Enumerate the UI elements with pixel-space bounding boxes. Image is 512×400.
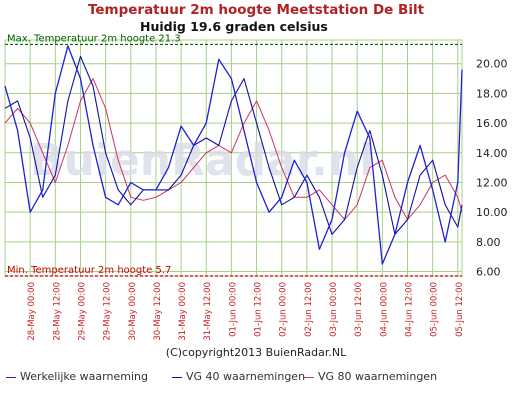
y-tick-label: 10.00 <box>476 206 508 219</box>
x-tick-label: 05-Jun 00:00 <box>430 282 440 337</box>
current-temperature: Huidig 19.6 graden celsius <box>140 19 328 34</box>
copyright-text: (C)copyright2013 BuienRadar.NL <box>165 346 347 359</box>
legend-item-actual: Werkelijke waarneming <box>6 370 148 383</box>
y-tick-label: 14.00 <box>476 147 508 160</box>
x-tick-label: 31-May 12:00 <box>203 282 213 341</box>
y-tick-label: 18.00 <box>476 87 508 100</box>
y-tick-label: 8.00 <box>476 236 501 249</box>
watermark-text: BuienRadar.nl <box>30 135 374 186</box>
x-tick-label: 31-May 00:00 <box>178 282 188 341</box>
y-tick-label: 16.00 <box>476 117 508 130</box>
series-vg40-line <box>4 55 463 235</box>
series-vg80-line <box>4 78 463 221</box>
x-tick-label: 05-Jun 12:00 <box>455 282 465 337</box>
legend-label-actual: Werkelijke waarneming <box>20 370 148 383</box>
x-tick-label: 28-May 12:00 <box>52 282 62 341</box>
legend-item-vg40: VG 40 waarnemingen <box>172 370 305 383</box>
x-tick-label: 28-May 00:00 <box>27 282 37 341</box>
legend-swatch-vg80 <box>304 376 314 378</box>
min-label: Min. Temperatuur 2m hoogte 5.7 <box>7 265 171 276</box>
x-tick-label: 03-Jun 00:00 <box>329 282 339 337</box>
legend-label-vg40: VG 40 waarnemingen <box>186 370 306 383</box>
x-tick-label: 30-May 12:00 <box>153 282 163 341</box>
y-tick-label: 6.00 <box>476 266 501 279</box>
series-actual-line <box>4 45 463 265</box>
legend-item-vg80: VG 80 waarnemingen <box>304 370 437 383</box>
x-tick-label: 30-May 00:00 <box>128 282 138 341</box>
legend: Werkelijke waarneming VG 40 waarnemingen… <box>0 370 512 386</box>
x-tick-label: 04-Jun 00:00 <box>379 282 389 337</box>
legend-label-vg80: VG 80 waarnemingen <box>318 370 438 383</box>
chart-title: Temperatuur 2m hoogte Meetstation De Bil… <box>87 2 425 18</box>
legend-swatch-actual <box>6 376 16 378</box>
x-tick-label: 04-Jun 12:00 <box>404 282 414 337</box>
legend-swatch-vg40 <box>172 376 182 378</box>
max-label: Max. Temperatuur 2m hoogte 21.3 <box>7 33 181 44</box>
y-tick-label: 20.00 <box>476 58 508 71</box>
x-tick-label: 03-Jun 12:00 <box>354 282 364 337</box>
x-tick-label: 29-May 00:00 <box>77 282 87 341</box>
y-tick-label: 12.00 <box>476 176 508 189</box>
x-tick-label: 02-Jun 12:00 <box>304 282 314 337</box>
x-tick-label: 01-Jun 00:00 <box>228 282 238 337</box>
x-tick-label: 02-Jun 00:00 <box>279 282 289 337</box>
x-tick-label: 01-Jun 12:00 <box>254 282 264 337</box>
x-tick-label: 29-May 12:00 <box>103 282 113 341</box>
